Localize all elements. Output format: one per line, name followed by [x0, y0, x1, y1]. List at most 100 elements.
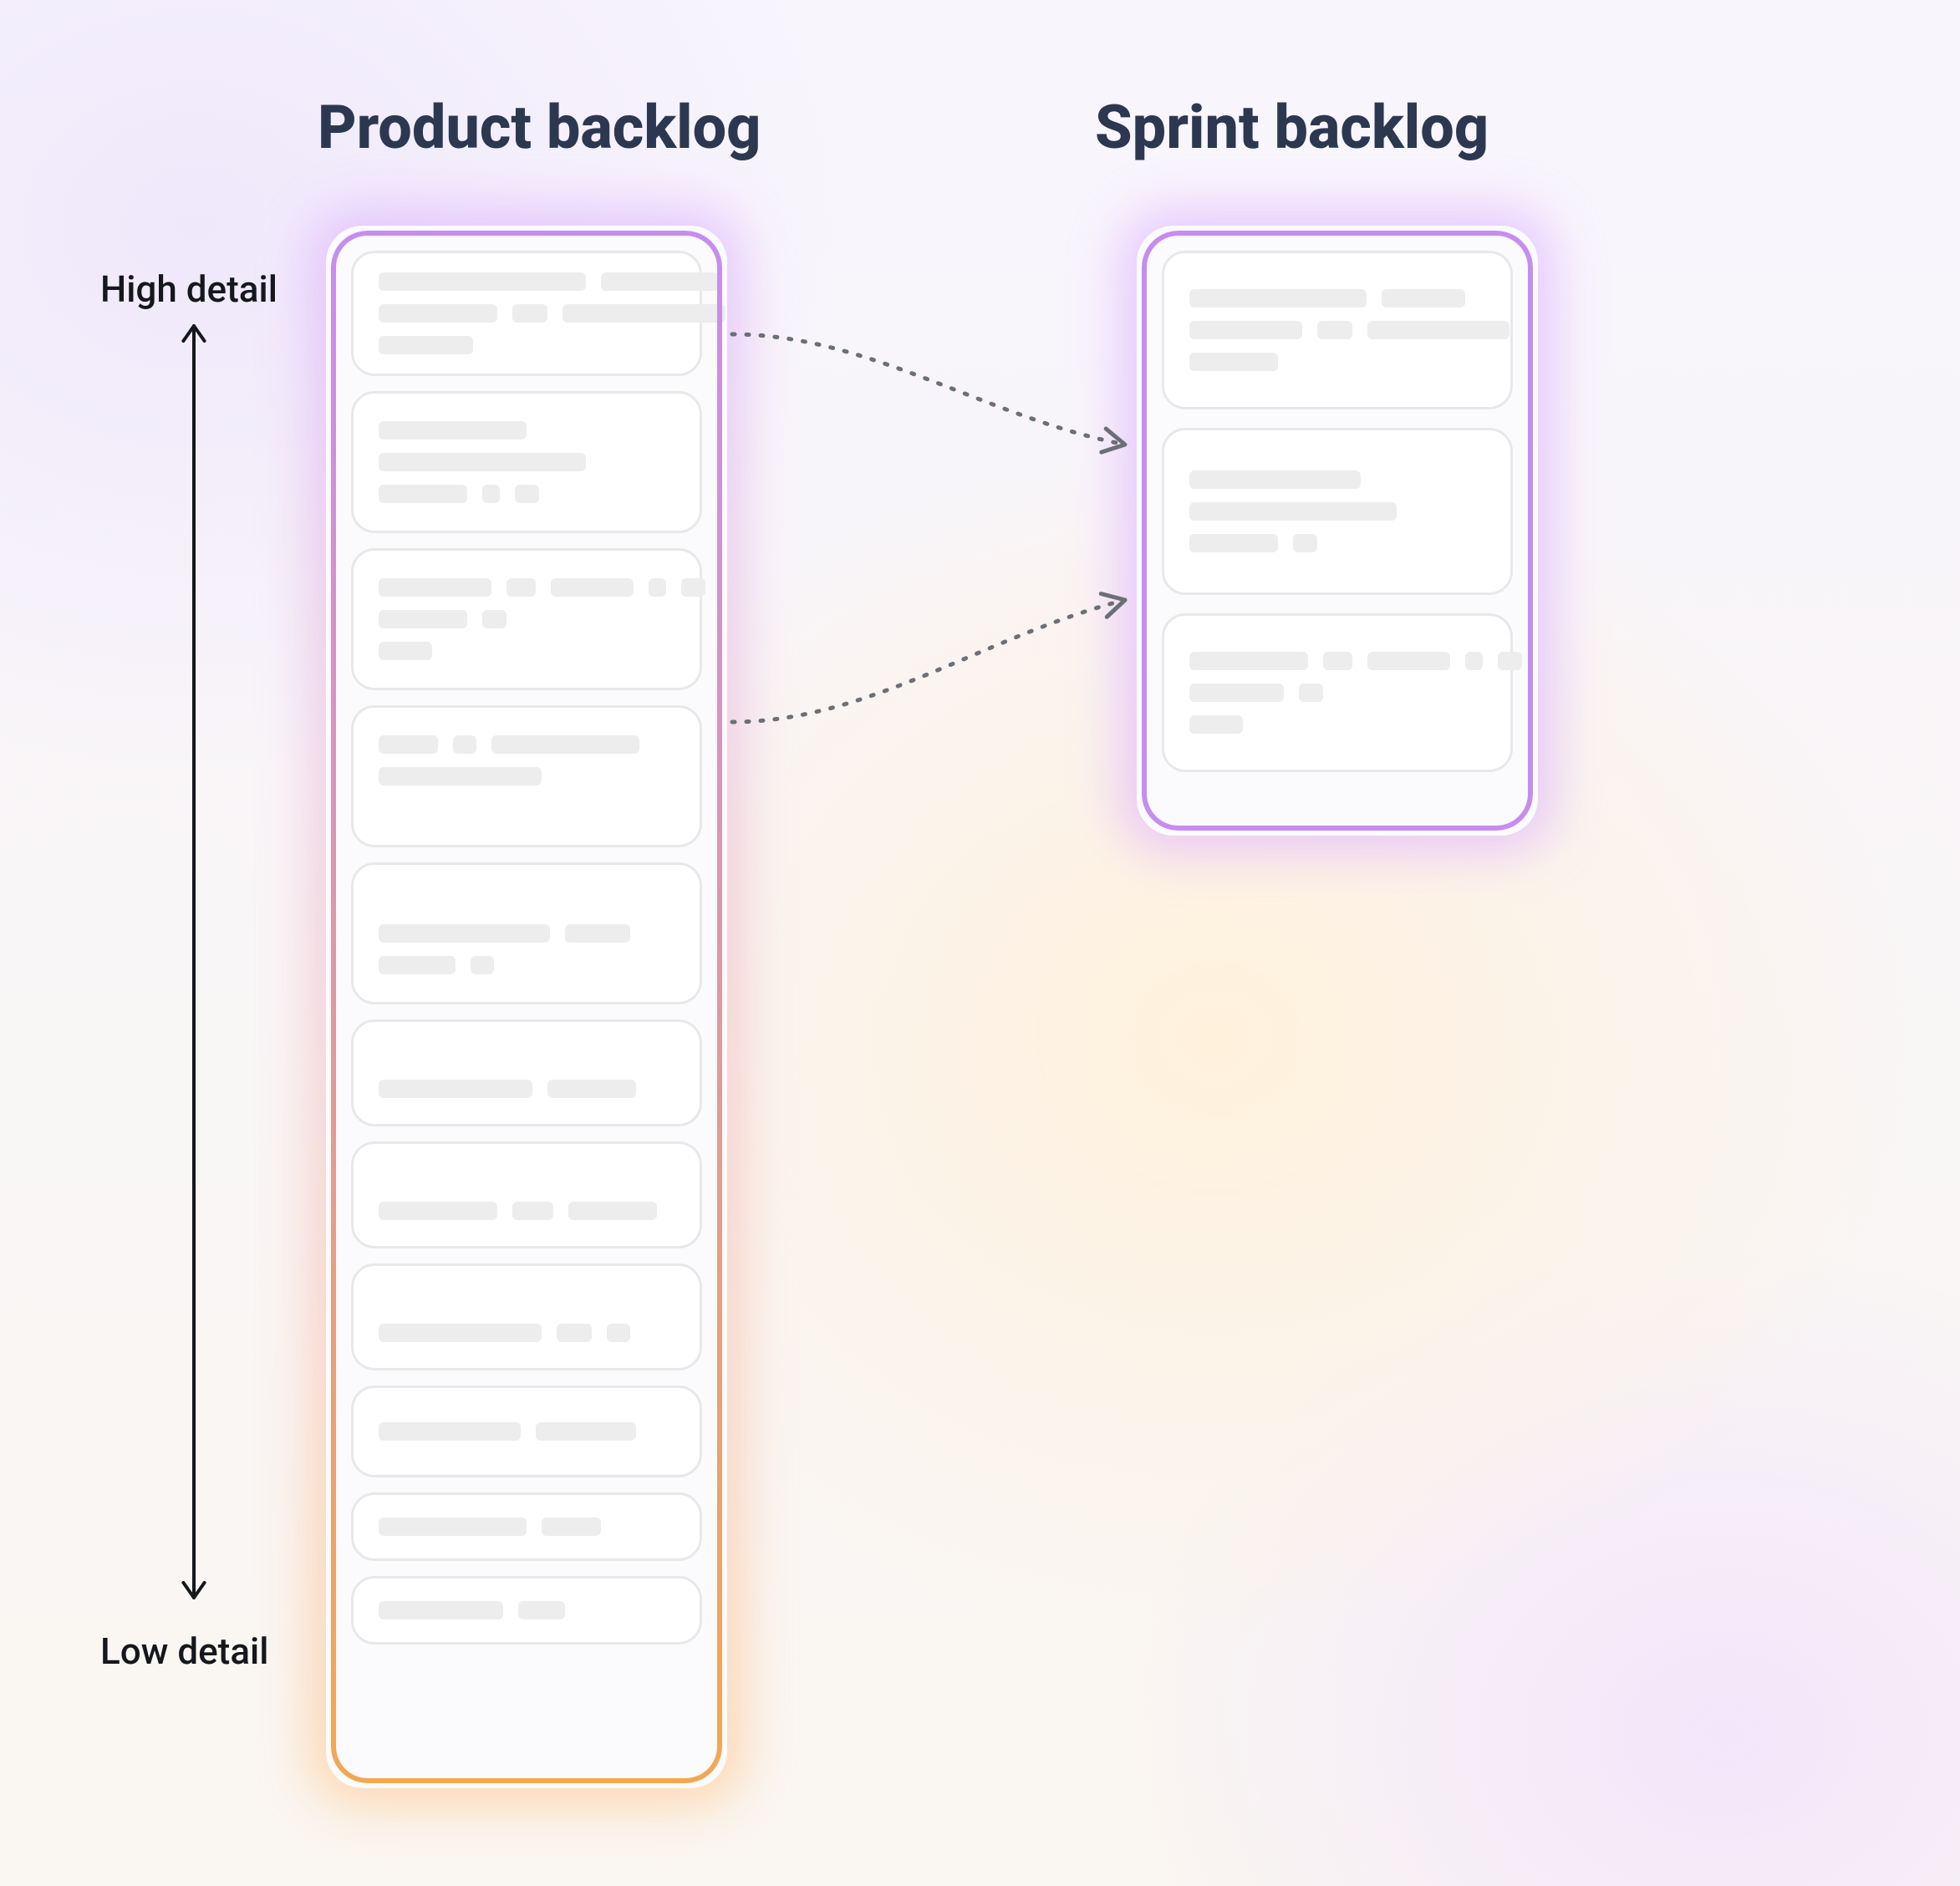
- detail-axis-arrow: [174, 306, 214, 1618]
- skeleton-bar: [1323, 652, 1352, 670]
- backlog-card: [1162, 428, 1513, 595]
- skeleton-row: [1189, 470, 1485, 489]
- skeleton-row: [379, 578, 675, 597]
- skeleton-row: [379, 272, 675, 291]
- skeleton-bar: [379, 924, 550, 943]
- skeleton-row: [379, 924, 675, 943]
- skeleton-bar: [563, 304, 725, 323]
- background: [0, 0, 1960, 1886]
- skeleton-bar: [542, 1517, 601, 1536]
- backlog-card: [351, 251, 702, 376]
- heading-sprint-backlog: Sprint backlog: [1095, 92, 1489, 163]
- skeleton-bar: [1189, 289, 1367, 308]
- skeleton-row: [379, 1080, 675, 1098]
- skeleton-bar: [1189, 353, 1278, 371]
- skeleton-bar: [379, 485, 467, 503]
- skeleton-bar: [1189, 470, 1361, 489]
- skeleton-bar: [547, 1080, 636, 1098]
- skeleton-bar: [512, 1202, 554, 1220]
- skeleton-row: [379, 735, 675, 754]
- skeleton-row: [379, 1517, 675, 1536]
- backlog-card: [1162, 613, 1513, 772]
- skeleton-bar: [536, 1422, 636, 1441]
- sprint-backlog-panel: [1137, 226, 1538, 836]
- skeleton-bar: [379, 336, 473, 354]
- skeleton-row: [379, 336, 675, 354]
- skeleton-bar: [379, 1202, 497, 1220]
- skeleton-bar: [1189, 502, 1397, 521]
- skeleton-bar: [379, 1324, 542, 1342]
- skeleton-bar: [379, 1601, 503, 1619]
- heading-product-backlog: Product backlog: [318, 92, 761, 163]
- backlog-card: [351, 548, 702, 690]
- skeleton-row: [379, 642, 675, 660]
- skeleton-bar: [471, 956, 494, 974]
- skeleton-row: [1189, 353, 1485, 371]
- skeleton-bar: [379, 956, 456, 974]
- skeleton-row: [379, 1292, 675, 1310]
- skeleton-bar: [379, 1517, 527, 1536]
- skeleton-row: [1189, 715, 1485, 734]
- skeleton-row: [379, 1202, 675, 1220]
- skeleton-bar: [507, 578, 536, 597]
- skeleton-bar: [565, 924, 630, 943]
- skeleton-bar: [379, 642, 432, 660]
- skeleton-bar: [1189, 652, 1308, 670]
- skeleton-bar: [515, 485, 538, 503]
- backlog-card: [351, 862, 702, 1004]
- skeleton-row: [1189, 502, 1485, 521]
- skeleton-bar: [551, 578, 634, 597]
- skeleton-bar: [482, 485, 500, 503]
- flow-arrows: [702, 304, 1155, 752]
- skeleton-row: [1189, 321, 1485, 339]
- skeleton-bar: [379, 610, 467, 628]
- diagram-canvas: Product backlog Sprint backlog High deta…: [0, 0, 1960, 1886]
- skeleton-bar: [649, 578, 666, 597]
- skeleton-bar: [1189, 534, 1278, 552]
- skeleton-bar: [1465, 652, 1483, 670]
- skeleton-row: [379, 1422, 675, 1441]
- skeleton-bar: [1293, 534, 1316, 552]
- skeleton-bar: [557, 1324, 592, 1342]
- skeleton-row: [379, 304, 675, 323]
- skeleton-bar: [568, 1202, 657, 1220]
- backlog-card: [351, 705, 702, 847]
- skeleton-bar: [379, 272, 586, 291]
- backlog-card: [351, 1141, 702, 1248]
- skeleton-bar: [482, 610, 506, 628]
- skeleton-bar: [379, 1422, 521, 1441]
- skeleton-bar: [379, 767, 542, 785]
- skeleton-row: [379, 892, 675, 911]
- skeleton-row: [1189, 684, 1485, 702]
- skeleton-row: [379, 610, 675, 628]
- skeleton-row: [379, 421, 675, 440]
- skeleton-row: [379, 767, 675, 785]
- backlog-card: [351, 391, 702, 533]
- skeleton-bar: [491, 735, 639, 754]
- skeleton-bar: [379, 735, 438, 754]
- skeleton-row: [379, 1324, 675, 1342]
- skeleton-bar: [518, 1601, 566, 1619]
- skeleton-bar: [512, 304, 547, 323]
- skeleton-bar: [1382, 289, 1464, 308]
- backlog-card: [351, 1263, 702, 1370]
- skeleton-bar: [601, 272, 720, 291]
- skeleton-bar: [1299, 684, 1322, 702]
- skeleton-row: [379, 956, 675, 974]
- skeleton-row: [379, 453, 675, 471]
- skeleton-bar: [1498, 652, 1521, 670]
- skeleton-row: [379, 1170, 675, 1188]
- backlog-card: [351, 1576, 702, 1645]
- backlog-card: [351, 1492, 702, 1561]
- axis-label-low-detail: Low detail: [100, 1629, 268, 1673]
- skeleton-bar: [1367, 652, 1450, 670]
- backlog-card: [1162, 251, 1513, 409]
- backlog-card: [351, 1019, 702, 1126]
- skeleton-bar: [379, 1080, 532, 1098]
- skeleton-row: [1189, 289, 1485, 308]
- skeleton-row: [379, 485, 675, 503]
- skeleton-bar: [379, 421, 527, 440]
- skeleton-bar: [379, 453, 586, 471]
- product-backlog-panel: [326, 226, 727, 1788]
- skeleton-row: [379, 1601, 675, 1619]
